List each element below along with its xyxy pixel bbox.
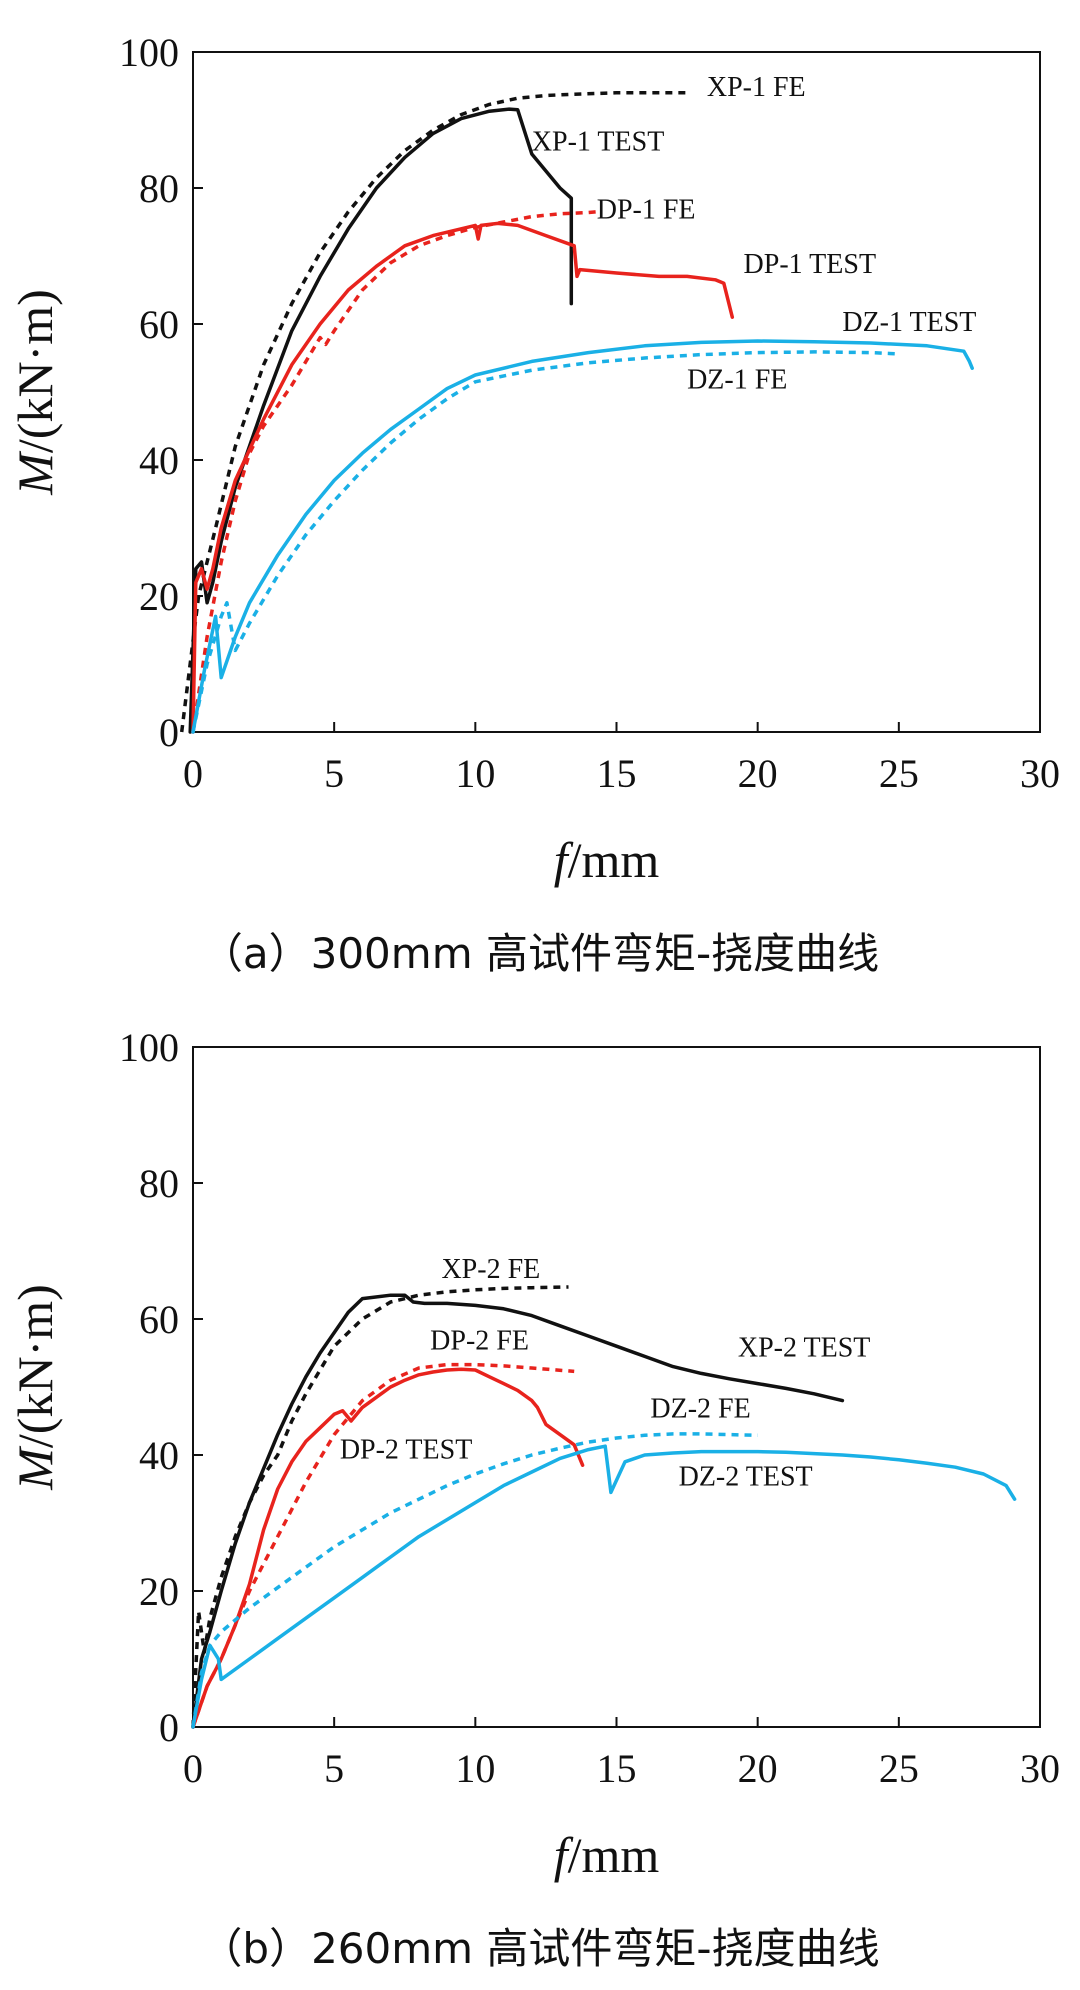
x-tick-label: 20 xyxy=(738,1746,778,1791)
series-line-dz-1-test xyxy=(191,339,974,734)
series-annotation: XP-2 TEST xyxy=(738,1332,871,1363)
x-tick-label: 15 xyxy=(597,751,637,796)
series-line-dp-1-test xyxy=(191,221,735,734)
series-annotation: DP-2 FE xyxy=(430,1326,529,1357)
y-tick-label: 0 xyxy=(159,1705,179,1750)
y-tick-label: 0 xyxy=(159,710,179,755)
x-axis-label: f/mm xyxy=(554,832,660,888)
series-annotation: XP-2 FE xyxy=(441,1254,540,1285)
plot-frame xyxy=(192,1046,1041,1728)
series-line-xp-1-fe xyxy=(179,91,688,733)
series-annotation: XP-1 FE xyxy=(707,72,806,103)
x-axis-label: f/mm xyxy=(554,1827,660,1883)
y-tick-label: 60 xyxy=(139,1297,179,1342)
x-tick-label: 30 xyxy=(1020,751,1060,796)
series-line-xp-2-fe xyxy=(191,1285,569,1728)
y-axis-label: M/(kN·m) xyxy=(7,1284,63,1491)
y-tick-label: 100 xyxy=(119,1025,179,1070)
y-tick-label: 20 xyxy=(139,1569,179,1614)
y-tick-label: 100 xyxy=(119,30,179,75)
x-tick-label: 5 xyxy=(324,751,344,796)
series-annotation: DZ-1 TEST xyxy=(842,307,976,338)
y-tick-label: 40 xyxy=(139,1433,179,1478)
x-tick-label: 30 xyxy=(1020,1746,1060,1791)
moment-deflection-chart-b: 0 5 10 15 20 25 30 0 20 40 60 80 100 f/mm M/(kN·m) XP-2… xyxy=(7,1025,1060,1883)
series-line-dp-2-fe xyxy=(191,1362,575,1728)
x-tick-label: 10 xyxy=(455,751,495,796)
x-tick-label: 0 xyxy=(183,751,203,796)
series-annotation: XP-1 TEST xyxy=(532,127,665,158)
series-annotation: DZ-1 FE xyxy=(687,365,787,396)
x-tick-label: 10 xyxy=(455,1746,495,1791)
series-line-xp-2-test xyxy=(191,1293,845,1729)
x-tick-label: 5 xyxy=(324,1746,344,1791)
series-annotation: DP-2 TEST xyxy=(340,1434,473,1465)
chart-panel-a: 0 5 10 15 20 25 30 0 20 40 60 80 100 f/mm M/(kN·m) XP-1… xyxy=(7,30,1060,978)
series-annotation: DZ-2 TEST xyxy=(679,1462,813,1493)
x-tick-label: 0 xyxy=(183,1746,203,1791)
x-tick-label: 25 xyxy=(879,1746,919,1791)
series-line-dz-2-fe xyxy=(191,1432,758,1728)
series-annotation: DP-1 FE xyxy=(597,195,696,226)
x-tick-label: 20 xyxy=(738,751,778,796)
series-line-dz-1-fe xyxy=(191,350,899,733)
y-tick-label: 80 xyxy=(139,166,179,211)
y-tick-label: 80 xyxy=(139,1161,179,1206)
y-tick-label: 60 xyxy=(139,302,179,347)
x-tick-label: 25 xyxy=(879,751,919,796)
x-tick-label: 15 xyxy=(597,1746,637,1791)
series-annotation: DP-1 TEST xyxy=(744,249,877,280)
series-line-xp-1-test xyxy=(188,107,574,734)
series-line-dp-1-fe xyxy=(191,210,597,733)
chart-panel-b: 0 5 10 15 20 25 30 0 20 40 60 80 100 f/mm M/(kN·m) XP-2… xyxy=(0,995,1080,1990)
chart-caption: （b）260mm 高试件弯矩-挠度曲线 xyxy=(200,1924,880,1973)
series-line-dz-2-test xyxy=(191,1444,1017,1729)
y-tick-label: 20 xyxy=(139,574,179,619)
y-tick-label: 40 xyxy=(139,438,179,483)
series-line-dp-2-test xyxy=(191,1367,585,1729)
chart-caption: （a）300mm 高试件弯矩-挠度曲线 xyxy=(200,929,880,978)
y-axis-label: M/(kN·m) xyxy=(7,289,63,496)
series-annotation: DZ-2 FE xyxy=(650,1394,750,1425)
moment-deflection-chart-a: 0 5 10 15 20 25 30 0 20 40 60 80 100 f/mm M/(kN·m) XP-1… xyxy=(7,30,1060,888)
